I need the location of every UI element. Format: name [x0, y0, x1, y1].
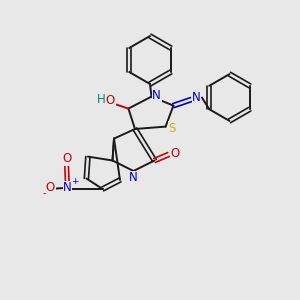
Text: O: O: [106, 94, 115, 107]
Text: N: N: [129, 171, 138, 184]
Text: N: N: [152, 88, 161, 102]
Text: O: O: [62, 152, 71, 166]
Text: +: +: [71, 177, 79, 186]
Text: N: N: [192, 91, 201, 104]
Text: H: H: [97, 93, 106, 106]
Text: O: O: [171, 146, 180, 160]
Text: N: N: [63, 181, 72, 194]
Text: -: -: [43, 188, 46, 199]
Text: S: S: [169, 122, 176, 135]
Text: O: O: [46, 181, 55, 194]
